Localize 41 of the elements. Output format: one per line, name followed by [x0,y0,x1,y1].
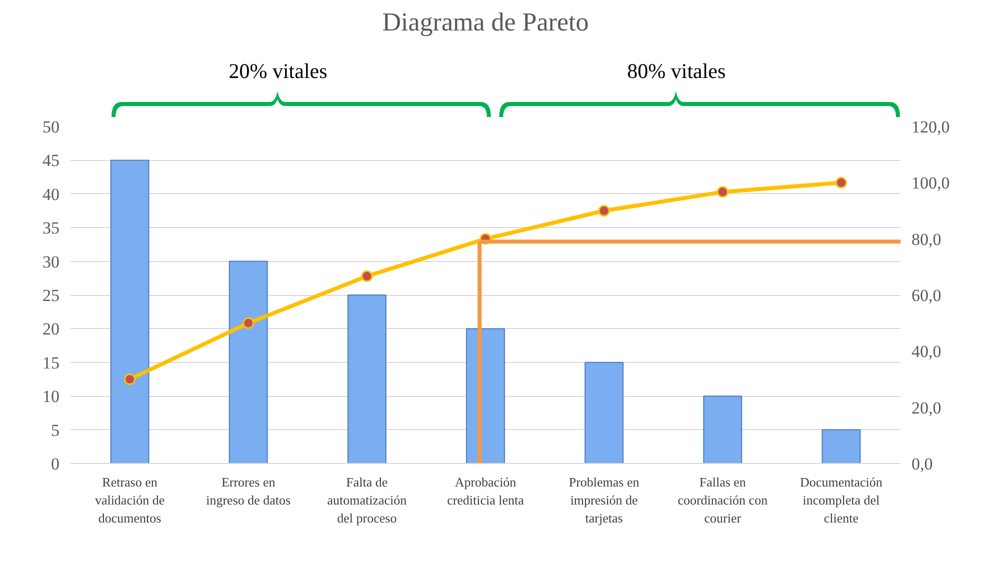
y-tick-label: 20 [42,320,60,339]
y2-tick-label: 0,0 [912,454,933,474]
y-tick-label: 10 [42,387,60,406]
bar [110,160,150,464]
bar [703,396,742,464]
y-tick-label: 35 [42,218,60,238]
x-tick-label: Errores en ingreso de datos [206,474,291,508]
bar [347,294,386,464]
point [716,186,728,198]
y2-tick-label: 40,0 [912,342,942,362]
x-tick-label: Fallas en coordinación con courier [678,474,768,526]
x-tick-label: Aprobación crediticia lenta [447,474,524,508]
y2-tick-label: 60,0 [912,286,942,305]
y-tick-label: 45 [42,151,60,170]
y-tick-label: 0 [51,454,60,474]
y-tick-label: 5 [51,420,60,440]
x-tick-label: Falta de automatización del proceso [327,474,408,526]
point [124,374,136,385]
y-tick-label: 40 [42,184,60,204]
y2-tick-label: 80,0 [912,230,942,249]
point [598,205,610,216]
y2-tick-label: 20,0 [912,398,942,418]
text: 80% vitales [627,59,726,84]
bar [466,328,505,464]
y2-tick-label: 100,0 [912,174,950,193]
y2-tick-label: 120,0 [912,118,950,136]
bar [822,429,861,464]
chart-title: Diagrama de Pareto [382,8,589,36]
point [361,270,373,282]
point [242,317,254,329]
x-tick-label: Retraso en validación de documentos [94,474,165,526]
x-tick-label: Problemas en impresión de tarjetas [568,474,640,526]
text: 20% vitales [228,59,328,84]
y-tick-label: 25 [42,286,60,305]
y-tick-label: 50 [42,118,60,136]
bar [228,260,268,464]
y-tick-label: 30 [42,252,60,272]
point [835,176,847,188]
x-tick-label: Documentación incompleta del cliente [800,474,883,526]
bar [584,362,624,464]
y-tick-label: 15 [42,353,60,372]
